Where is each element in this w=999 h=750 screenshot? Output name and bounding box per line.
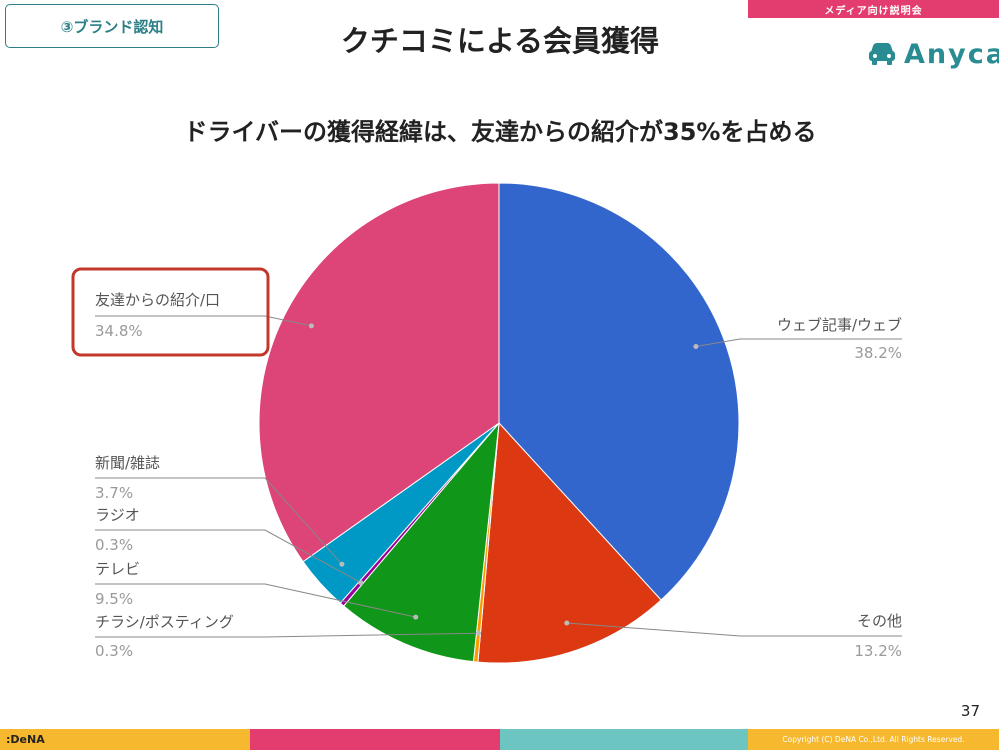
leader-dot [358,580,364,586]
car-icon [869,43,895,65]
pie-slice [477,421,662,664]
slice-percent: 0.3% [95,642,133,660]
brand-logo: Anyca [868,38,999,70]
slice-label: テレビ [95,560,140,578]
slice-label: チラシ/ポスティング [95,613,234,631]
slice-percent: 0.3% [95,536,133,554]
slide-title: クチコミによる会員獲得 [340,24,660,58]
leader-line [695,338,902,347]
slice-percent: 9.5% [95,590,133,608]
slice-label: 友達からの紹介/口 [95,291,220,309]
slice-percent: 3.7% [95,484,133,502]
section-tag: ③ブランド認知 [5,4,219,48]
leader-dot [564,620,570,626]
dena-logo: :DeNA [6,733,45,746]
pie-slice [498,182,740,601]
brand-name: Anyca [904,38,999,70]
slice-label: ウェブ記事/ウェブ [777,316,902,334]
slice-percent: 38.2% [854,344,902,362]
leader-dot [413,614,419,620]
leader-dot [476,630,481,636]
leader-line [95,477,343,565]
leader-line [95,632,479,638]
footer-bar-3 [500,729,748,750]
copyright: Copyright (C) DeNA Co.,Ltd. All Rights R… [782,735,965,744]
slice-label: ラジオ [95,506,140,524]
footer-bar-2 [250,729,500,750]
event-ribbon: メディア向け説明会 [748,0,999,18]
leader-line [95,529,362,584]
leader-dot [308,323,314,329]
page-number: 37 [960,702,980,720]
leader-line [566,622,902,637]
chart-subtitle: ドライバーの獲得経緯は、友達からの紹介が35%を占める [183,118,817,146]
pie-slice [258,182,500,563]
footer-bar-4 [748,729,999,750]
footer-bar-1 [0,729,250,750]
pie-slice [343,421,500,663]
leader-dot [693,344,699,349]
leader-line [95,583,416,618]
slice-label: 新聞/雑誌 [95,454,160,472]
highlight-box [71,267,270,357]
slice-percent: 34.8% [95,322,143,340]
leader-line [95,315,312,327]
leader-dot [339,561,345,567]
slice-label: その他 [857,612,902,630]
pie-chart: ウェブ記事/ウェブ 38.2% その他 13.2% チラシ/ポスティング 0.3% テレビ 9… [71,182,902,664]
slice-percent: 13.2% [854,642,902,660]
